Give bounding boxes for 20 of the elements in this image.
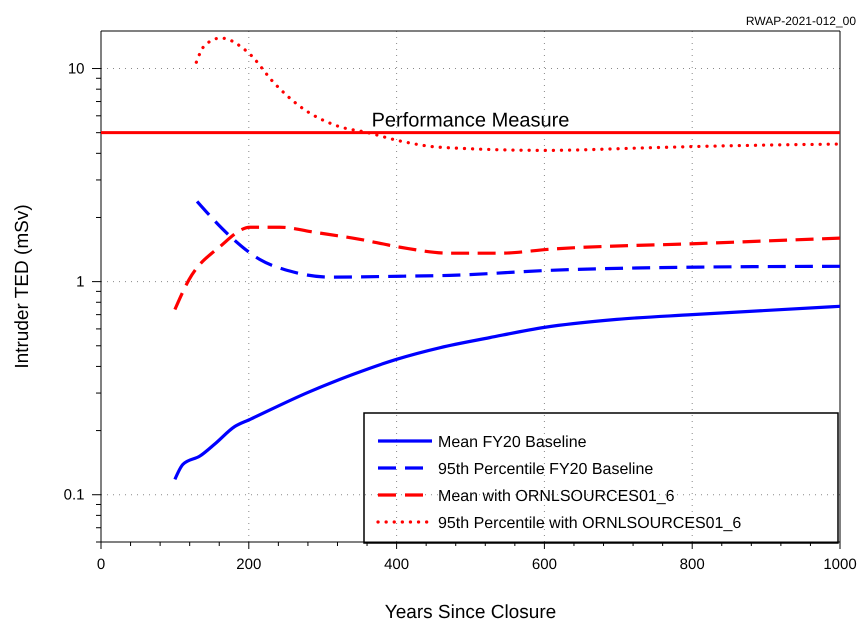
ref-line-label: Performance Measure <box>372 110 570 132</box>
y-tick-label: 0.1 <box>64 486 84 504</box>
legend-label: Mean FY20 Baseline <box>438 434 587 451</box>
x-tick-label: 0 <box>96 556 106 573</box>
legend-label: Mean with ORNLSOURCES01_6 <box>438 488 675 505</box>
x-tick-label: 800 <box>680 556 705 573</box>
x-tick-label: 600 <box>532 556 557 573</box>
x-tick-label: 200 <box>236 556 262 573</box>
line-series <box>195 200 842 279</box>
line-series <box>173 226 842 312</box>
x-tick-label: 400 <box>384 556 410 573</box>
legend-label: 95th Percentile FY20 Baseline <box>438 461 654 478</box>
y-tick-label: 10 <box>68 60 84 78</box>
x-tick-label: 1000 <box>823 556 857 573</box>
line-series <box>173 304 842 482</box>
y-axis-title: Intruder TED (mSv) <box>12 204 33 369</box>
y-tick-label: 1 <box>76 273 84 290</box>
text: RWAP-2021-012_00 <box>746 14 856 28</box>
legend-label: 95th Percentile with ORNLSOURCES01_6 <box>438 515 742 532</box>
x-axis-title: Years Since Closure <box>384 602 556 623</box>
